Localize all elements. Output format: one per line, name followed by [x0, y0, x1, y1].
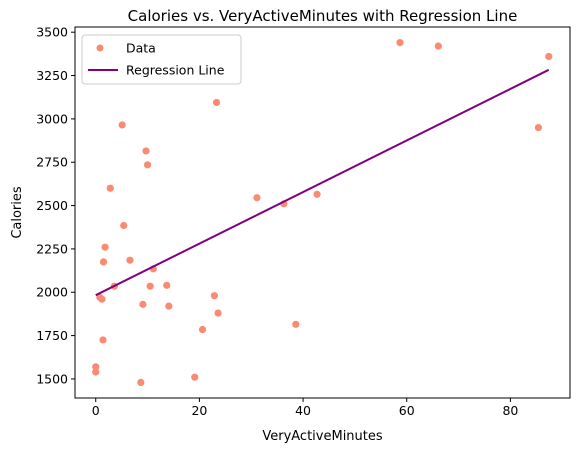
y-tick-label: 2000 [36, 285, 68, 300]
data-point-1 [92, 368, 100, 376]
legend-label-data: Data [126, 41, 156, 56]
x-tick-label: 60 [399, 403, 415, 418]
data-point-16 [146, 282, 154, 290]
data-point-25 [253, 194, 261, 202]
data-point-3 [98, 295, 106, 303]
data-point-6 [101, 243, 109, 251]
data-point-24 [214, 309, 222, 317]
plot-frame [74, 26, 571, 399]
regression-line [95, 68, 550, 297]
y-tick-label: 3250 [36, 68, 68, 83]
data-point-29 [396, 39, 404, 47]
data-point-23 [212, 98, 221, 107]
data-point-21 [198, 325, 207, 334]
data-point-18 [163, 281, 171, 289]
x-tick-label: 80 [502, 403, 518, 418]
data-points [92, 39, 553, 386]
data-point-32 [545, 52, 553, 61]
legend: Data Regression Line [81, 34, 242, 85]
legend-label-regression-line: Regression Line [126, 63, 225, 78]
y-tick-label: 3000 [36, 111, 68, 126]
data-point-4 [99, 336, 107, 344]
y-tick-label: 1750 [36, 328, 68, 343]
data-point-19 [165, 302, 173, 310]
y-tick-label: 2750 [36, 155, 68, 170]
data-point-11 [126, 256, 134, 264]
data-point-5 [99, 258, 108, 266]
regression-line-layer [95, 68, 550, 297]
data-point-31 [534, 123, 542, 132]
x-axis-label: VeryActiveMinutes [262, 429, 383, 444]
legend-marker-data [96, 44, 104, 52]
x-tick-label: 40 [295, 403, 311, 418]
y-axis-ticks: 1500 1750 2000 2250 2500 2750 3000 3250 3500 [36, 25, 75, 386]
data-point-28 [313, 190, 321, 198]
data-point-13 [139, 300, 147, 308]
data-point-10 [120, 221, 128, 230]
y-tick-label: 2250 [36, 241, 68, 256]
y-tick-label: 2500 [36, 198, 68, 213]
data-point-30 [434, 42, 442, 50]
data-point-12 [137, 378, 145, 386]
y-axis-label: Calories [10, 186, 25, 239]
data-point-15 [143, 161, 152, 169]
data-point-14 [142, 147, 150, 155]
data-point-9 [118, 121, 126, 129]
x-tick-label: 20 [191, 403, 207, 418]
legend-box [81, 34, 242, 85]
data-point-22 [210, 292, 219, 300]
chart-title: Calories vs. VeryActiveMinutes with Regr… [128, 7, 518, 25]
data-point-20 [191, 373, 199, 381]
data-point-27 [292, 320, 300, 328]
x-axis-ticks: 0 20 40 60 80 [92, 398, 518, 418]
y-tick-label: 1500 [36, 371, 68, 386]
y-tick-label: 3500 [36, 25, 68, 40]
data-point-0 [92, 363, 100, 371]
data-point-7 [106, 184, 114, 192]
x-tick-label: 0 [92, 403, 100, 418]
